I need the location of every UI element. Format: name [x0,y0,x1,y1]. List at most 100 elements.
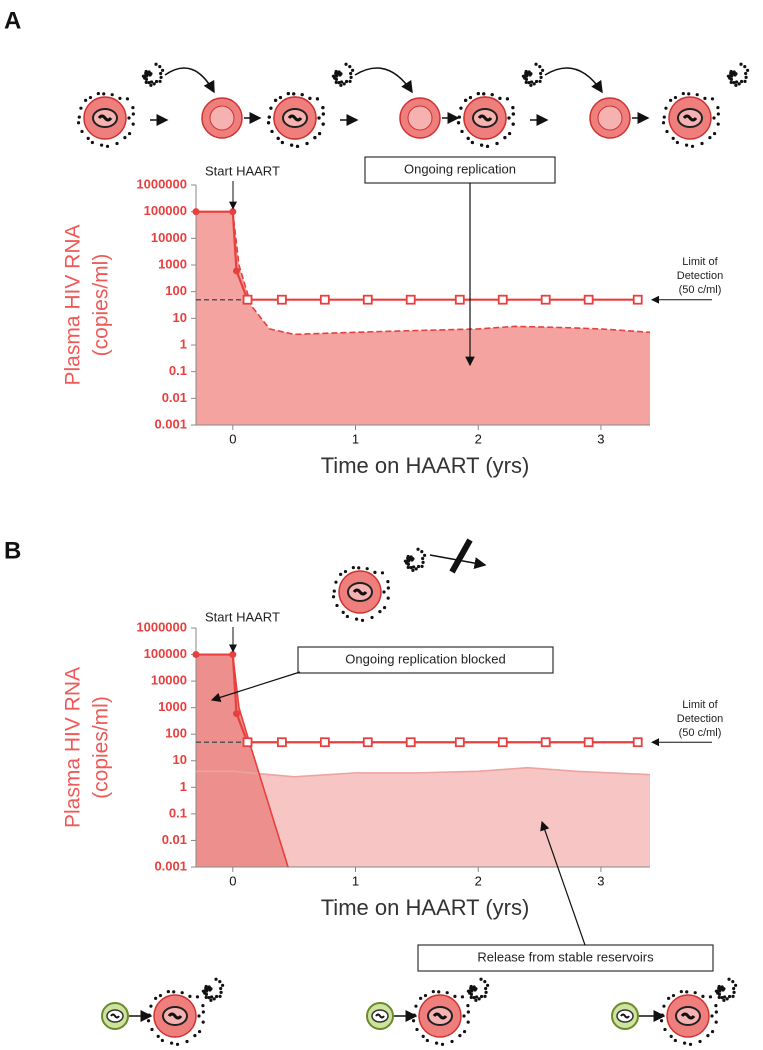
virion [127,116,131,120]
virion [278,95,283,100]
marker [362,294,373,305]
virion [382,605,387,610]
virion [701,994,705,998]
virion [348,79,352,83]
virion [743,79,747,83]
marker [362,737,373,748]
virion [90,140,94,145]
virion [485,144,490,148]
virion [507,131,512,136]
virion [476,91,480,96]
x-tick-label: 3 [597,873,604,888]
virion [460,129,464,134]
virion [131,122,135,126]
virion [341,610,345,614]
y-axis-label: (copies/ml) [90,696,113,799]
virion [731,72,735,76]
virion [466,1004,470,1008]
annotation-box [364,156,556,184]
virion [477,997,481,1001]
virion [156,1034,160,1038]
x-axis-label: Time on HAART (yrs) [321,453,530,478]
virion [149,83,153,87]
virion [351,68,355,72]
virion [209,998,213,1002]
virion [739,79,744,84]
annotation: (50 c/ml) [679,727,722,739]
virion [727,977,731,981]
marker [632,294,643,305]
x-tick-label: 2 [475,873,482,888]
y-tick-label: 0.001 [154,416,187,431]
marker [229,651,237,659]
virion [474,998,478,1002]
virion [431,989,435,994]
virion [193,1034,197,1038]
y-tick-label: 0.1 [169,805,187,820]
provirus [620,1013,630,1019]
virion [662,1004,666,1008]
virion [411,1019,416,1023]
virion [406,565,410,569]
virion [425,1038,429,1043]
virion [470,989,474,993]
marker [454,737,465,748]
virion [687,92,691,96]
virion [720,996,724,1000]
virion [414,567,418,571]
virion [675,140,679,145]
marker [232,710,240,718]
virion [219,990,223,995]
virion [343,569,348,574]
y-tick-label: 1000 [158,699,187,714]
y-tick-label: 0.01 [162,390,187,405]
virion [79,106,83,110]
virion [673,95,678,100]
arrow [210,671,301,703]
virion [706,1034,710,1038]
virion [716,122,720,126]
virion [734,983,738,987]
provirus [97,114,113,122]
virion [450,1039,454,1044]
virion [201,1020,205,1024]
y-tick-label: 0.01 [162,832,187,847]
virion [743,65,747,69]
marker [583,294,594,305]
data-line [196,210,638,301]
virion [466,1020,470,1024]
virion [334,77,339,81]
virion [321,112,325,116]
nucleus [597,105,623,131]
y-tick-label: 1 [180,779,187,794]
virion [180,991,184,995]
virion [292,92,296,96]
virion [342,82,346,86]
virion [538,65,542,69]
virion [464,98,468,102]
virion [538,79,542,83]
virion [735,80,739,84]
virion [524,80,528,84]
virion [147,81,151,85]
virion [700,141,704,146]
virion [195,995,200,999]
virion [688,1042,693,1046]
virion [360,618,365,622]
virion [526,72,530,76]
virion [152,82,156,86]
virion [334,580,338,584]
virion [340,80,344,84]
virion [420,564,424,568]
virion [154,996,158,1000]
area-fill [196,767,650,867]
virion [695,93,699,97]
area-fill [196,654,289,867]
virion [472,996,476,1000]
virion [80,129,84,134]
virion [511,106,515,110]
virion [714,1020,718,1024]
virion [118,96,122,100]
virion [96,91,100,96]
virion [331,595,336,599]
